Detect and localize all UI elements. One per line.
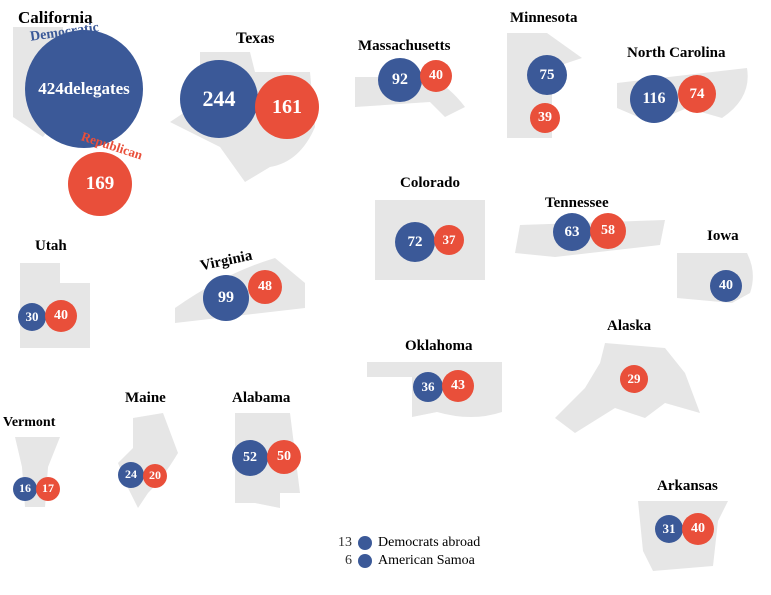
legend-label: American Samoa [378,553,475,569]
dem-bubble-massachusetts: 92 [378,58,422,102]
state-shape [10,432,65,512]
state-shape [510,215,670,265]
dem-bubble-vermont: 16 [13,477,37,501]
rep-bubble-tennessee: 58 [590,213,626,249]
rep-bubble-alabama: 50 [267,440,301,474]
state-label-alabama: Alabama [232,390,290,407]
rep-bubble-massachusetts: 40 [420,60,452,92]
dem-bubble-virginia: 99 [203,275,249,321]
dem-bubble-alabama: 52 [232,440,268,476]
rep-bubble-arkansas: 40 [682,513,714,545]
dem-bubble-tennessee: 63 [553,213,591,251]
legend-label: Democrats abroad [378,535,480,551]
rep-bubble-minnesota: 39 [530,103,560,133]
state-label-massachusetts: Massachusetts [358,38,451,55]
dem-bubble-colorado: 72 [395,222,435,262]
rep-bubble-texas: 161 [255,75,319,139]
legend-row-dems-abroad: 13 Democrats abroad [330,535,480,551]
legend: 13 Democrats abroad 6 American Samoa [330,535,480,571]
rep-bubble-north_carolina: 74 [678,75,716,113]
state-label-iowa: Iowa [707,228,739,245]
rep-bubble-oklahoma: 43 [442,370,474,402]
rep-bubble-colorado: 37 [434,225,464,255]
state-label-tennessee: Tennessee [545,195,609,212]
rep-bubble-maine: 20 [143,464,167,488]
state-label-oklahoma: Oklahoma [405,338,473,355]
state-label-north_carolina: North Carolina [627,45,725,62]
state-label-arkansas: Arkansas [657,478,718,495]
dem-bubble-utah: 30 [18,303,46,331]
rep-bubble-alaska: 29 [620,365,648,393]
legend-dot-icon [358,536,372,550]
legend-row-american-samoa: 6 American Samoa [330,553,480,569]
dem-bubble-oklahoma: 36 [413,372,443,402]
dem-bubble-arkansas: 31 [655,515,683,543]
rep-bubble-vermont: 17 [36,477,60,501]
dem-bubble-minnesota: 75 [527,55,567,95]
legend-value: 13 [330,535,352,551]
dem-bubble-texas: 244 [180,60,258,138]
dem-bubble-iowa: 40 [710,270,742,302]
dem-bubble-north_carolina: 116 [630,75,678,123]
rep-bubble-utah: 40 [45,300,77,332]
state-label-maine: Maine [125,390,166,407]
rep-bubble-california: 169 [68,152,132,216]
state-label-vermont: Vermont [3,415,55,431]
rep-bubble-virginia: 48 [248,270,282,304]
state-label-alaska: Alaska [607,318,651,335]
state-label-utah: Utah [35,238,67,255]
state-label-minnesota: Minnesota [510,10,578,27]
dem-bubble-maine: 24 [118,462,144,488]
state-shape [108,408,188,518]
state-label-texas: Texas [236,30,275,48]
state-label-colorado: Colorado [400,175,460,192]
legend-value: 6 [330,553,352,569]
legend-dot-icon [358,554,372,568]
